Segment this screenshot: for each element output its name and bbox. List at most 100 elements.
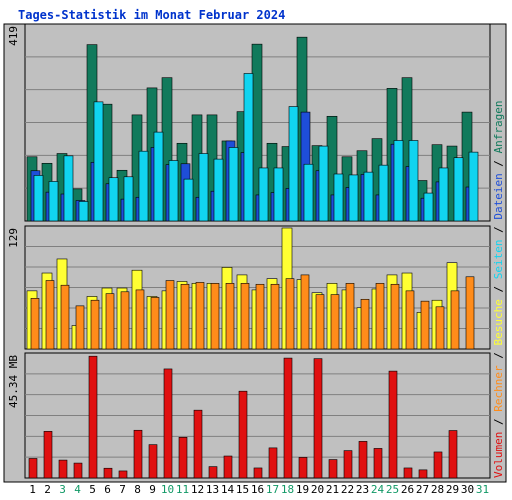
day-label-17: 17 bbox=[266, 483, 279, 496]
day-label-1: 1 bbox=[29, 483, 36, 496]
day-label-21: 21 bbox=[326, 483, 339, 496]
legend-separator: / bbox=[492, 346, 505, 366]
bar-volumen-day-21 bbox=[328, 459, 338, 479]
day-label-18: 18 bbox=[281, 483, 294, 496]
bar-seiten-day-26 bbox=[408, 140, 419, 222]
day-axis-labels: 1 2 3 4 5 6 7 8 9 10 11 12 13 14 15 16 17 18 19 20 21 22 23 24 2… bbox=[29, 483, 489, 496]
bar-seiten-day-24 bbox=[378, 164, 389, 222]
chart-panels: 419 129 45.34 MB bbox=[3, 23, 507, 483]
chart-title: Tages-Statistik im Monat Februar 2024 bbox=[18, 8, 285, 22]
y-max-label-volume: 45.34 MB bbox=[7, 355, 20, 408]
bar-seiten-day-17 bbox=[273, 167, 284, 222]
day-label-29: 29 bbox=[446, 483, 459, 496]
bar-volumen-day-13 bbox=[208, 466, 218, 479]
bar-volumen-day-8 bbox=[133, 429, 143, 479]
bar-rechner-day-27 bbox=[420, 300, 430, 350]
bar-rechner-day-20 bbox=[315, 294, 325, 350]
bar-rechner-day-7 bbox=[120, 291, 130, 350]
legend-item-rechner: Rechner bbox=[492, 365, 505, 412]
day-label-15: 15 bbox=[236, 483, 249, 496]
bar-seiten-day-23 bbox=[363, 171, 374, 222]
bar-seiten-day-18 bbox=[288, 106, 299, 222]
legend-item-seiten: Seiten bbox=[492, 240, 505, 280]
legend-separator: / bbox=[492, 279, 505, 299]
day-label-3: 3 bbox=[59, 483, 66, 496]
day-label-12: 12 bbox=[191, 483, 204, 496]
legend-item-dateien: Dateien bbox=[492, 173, 505, 219]
bar-seiten-day-19 bbox=[303, 163, 314, 222]
bar-seiten-day-5 bbox=[93, 101, 104, 222]
bar-volumen-day-5 bbox=[88, 355, 98, 479]
bar-seiten-day-11 bbox=[183, 178, 194, 222]
bar-rechner-day-21 bbox=[330, 294, 340, 350]
bar-rechner-day-5 bbox=[90, 299, 100, 350]
bar-volumen-day-27 bbox=[418, 469, 428, 479]
legend-text: Volumen / Rechner / Besuche / Seiten / D… bbox=[492, 100, 505, 478]
bar-volumen-day-17 bbox=[268, 447, 278, 479]
bar-rechner-day-2 bbox=[45, 280, 55, 350]
bar-volumen-day-16 bbox=[253, 467, 263, 479]
bar-rechner-day-12 bbox=[195, 282, 205, 350]
day-label-22: 22 bbox=[341, 483, 354, 496]
bar-seiten-day-14 bbox=[228, 147, 239, 222]
legend-item-besuche: Besuche bbox=[492, 299, 505, 345]
bar-volumen-day-7 bbox=[118, 470, 128, 479]
panel-visits: 129 bbox=[7, 225, 491, 350]
bar-seiten-day-7 bbox=[123, 176, 134, 222]
panel-requests: 419 bbox=[7, 23, 491, 222]
bar-rechner-day-26 bbox=[405, 290, 415, 350]
day-label-30: 30 bbox=[461, 483, 474, 496]
bar-rechner-day-22 bbox=[345, 283, 355, 350]
day-label-10: 10 bbox=[161, 483, 174, 496]
day-label-26: 26 bbox=[401, 483, 414, 496]
bar-rechner-day-15 bbox=[240, 283, 250, 350]
bar-seiten-day-6 bbox=[108, 177, 119, 222]
bar-volumen-day-15 bbox=[238, 390, 248, 479]
bar-rechner-day-24 bbox=[375, 283, 385, 350]
bar-seiten-day-21 bbox=[333, 173, 344, 222]
bar-seiten-day-30 bbox=[468, 151, 479, 222]
bar-seiten-day-4 bbox=[78, 201, 89, 222]
legend-separator: / bbox=[492, 153, 505, 173]
bar-seiten-day-13 bbox=[213, 158, 224, 222]
y-max-label-visits: 129 bbox=[7, 228, 20, 248]
day-label-20: 20 bbox=[311, 483, 324, 496]
bar-volumen-day-20 bbox=[313, 358, 323, 479]
day-label-24: 24 bbox=[371, 483, 385, 496]
day-label-11: 11 bbox=[176, 483, 189, 496]
bar-rechner-day-1 bbox=[30, 298, 40, 350]
legend-item-volumen: Volumen bbox=[492, 432, 505, 478]
day-label-6: 6 bbox=[104, 483, 111, 496]
bar-rechner-day-30 bbox=[465, 276, 475, 350]
day-label-2: 2 bbox=[44, 483, 51, 496]
bar-seiten-day-1 bbox=[33, 175, 44, 222]
bar-seiten-day-28 bbox=[438, 167, 449, 222]
bar-volumen-day-11 bbox=[178, 437, 188, 479]
bar-volumen-day-14 bbox=[223, 455, 233, 479]
bar-volumen-day-26 bbox=[403, 467, 413, 479]
bar-rechner-day-28 bbox=[435, 306, 445, 350]
bar-rechner-day-8 bbox=[135, 289, 145, 350]
bar-rechner-day-29 bbox=[450, 290, 460, 350]
bar-rechner-day-17 bbox=[270, 283, 280, 350]
bar-volumen-day-3 bbox=[58, 459, 68, 479]
bar-rechner-day-23 bbox=[360, 298, 370, 350]
bar-rechner-day-9 bbox=[150, 297, 160, 350]
bar-seiten-day-27 bbox=[423, 192, 434, 222]
bar-rechner-day-14 bbox=[225, 283, 235, 350]
legend-item-anfragen: Anfragen bbox=[492, 100, 505, 153]
day-label-31: 31 bbox=[476, 483, 489, 496]
day-label-19: 19 bbox=[296, 483, 309, 496]
bar-volumen-day-28 bbox=[433, 451, 443, 479]
bar-seiten-day-15 bbox=[243, 73, 254, 222]
bar-volumen-day-4 bbox=[73, 462, 83, 479]
bar-rechner-day-10 bbox=[165, 280, 175, 350]
bar-volumen-day-12 bbox=[193, 409, 203, 479]
bar-volumen-day-22 bbox=[343, 450, 353, 479]
bar-volumen-day-1 bbox=[28, 458, 38, 479]
bar-seiten-day-25 bbox=[393, 140, 404, 222]
bar-volumen-day-24 bbox=[373, 448, 383, 479]
bar-seiten-day-3 bbox=[63, 155, 74, 222]
